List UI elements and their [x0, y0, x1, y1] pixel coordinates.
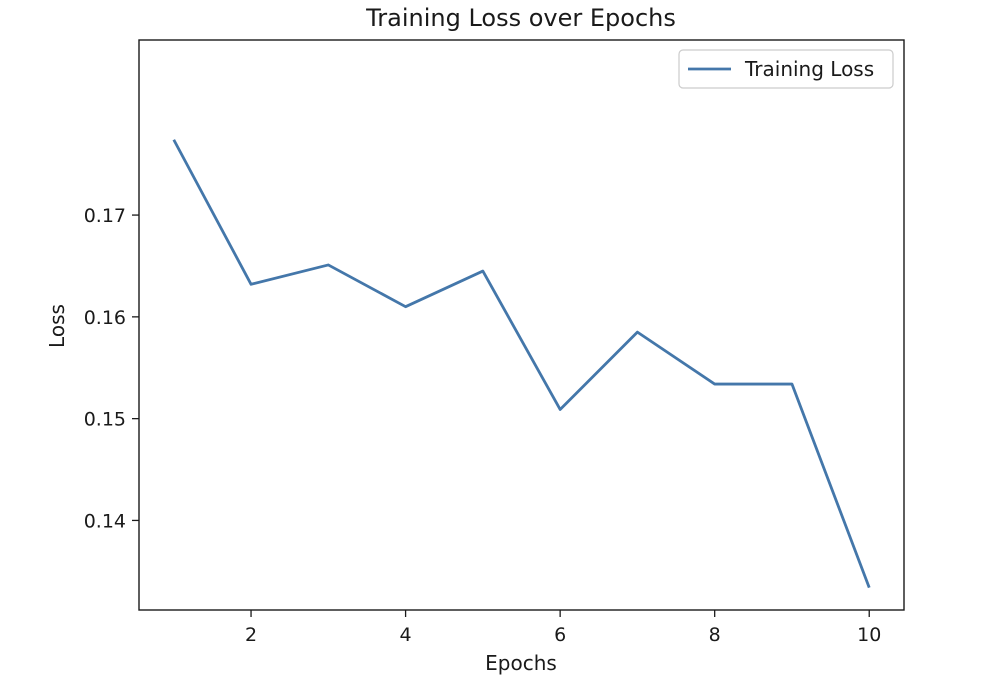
legend-box — [678, 49, 894, 89]
y-tick-label: 0.15 — [84, 409, 126, 431]
x-tick-label: 10 — [857, 624, 881, 646]
legend-label: Training Loss — [744, 57, 874, 81]
chart-title: Training Loss over Epochs — [365, 4, 676, 32]
legend: Training Loss — [678, 49, 894, 89]
y-tick-label: 0.14 — [84, 510, 126, 532]
y-axis-title: Loss — [45, 304, 69, 348]
y-tick-label: 0.17 — [84, 205, 126, 227]
series-line-training-loss — [172, 139, 871, 589]
x-axis-title: Epochs — [485, 651, 557, 675]
plot-frame — [138, 39, 905, 611]
x-tick-label: 2 — [245, 624, 257, 646]
x-tick-label: 8 — [709, 624, 721, 646]
x-tick-label: 6 — [554, 624, 566, 646]
x-tick-label: 4 — [400, 624, 412, 646]
y-tick-label: 0.16 — [84, 307, 126, 329]
plot-area: 2 4 6 8 10 0.14 0.15 0.16 0.17 — [84, 139, 881, 646]
